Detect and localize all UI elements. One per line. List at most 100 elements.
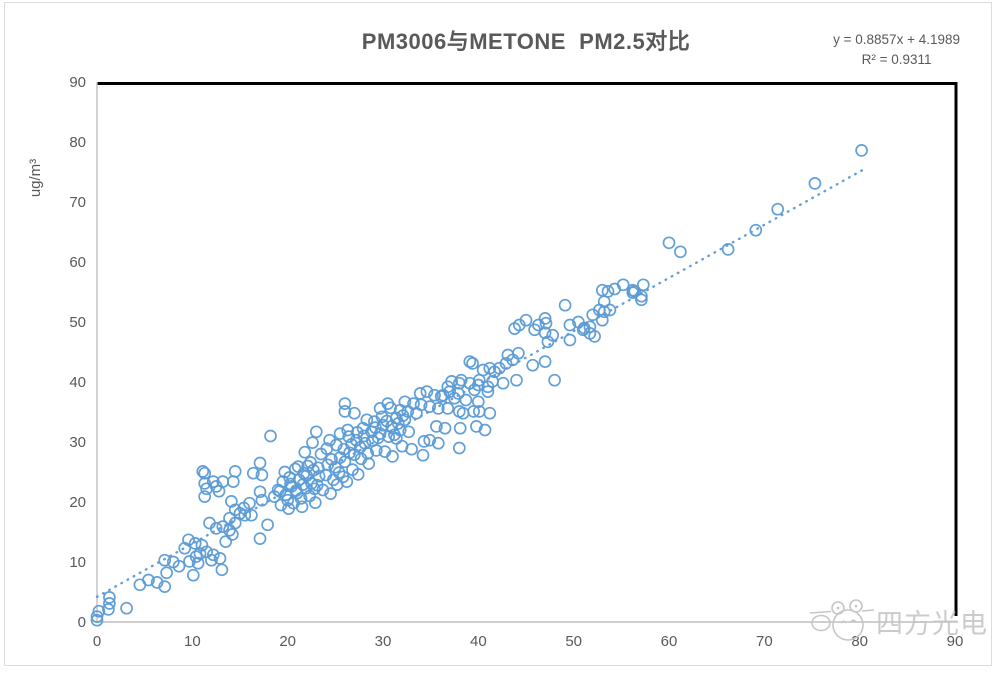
data-point — [563, 318, 577, 332]
data-point — [526, 358, 540, 372]
data-point — [558, 298, 572, 312]
data-point — [441, 402, 455, 415]
data-point — [255, 468, 269, 482]
data-point — [438, 421, 452, 435]
data-point — [253, 485, 267, 499]
x-tick-label: 50 — [565, 633, 582, 650]
data-point — [90, 610, 104, 623]
data-point — [278, 465, 292, 479]
data-point — [481, 385, 495, 398]
data-point — [120, 601, 133, 615]
data-point — [548, 373, 561, 387]
data-point — [499, 357, 513, 370]
data-point — [198, 490, 212, 503]
data-point — [398, 413, 412, 427]
data-point — [373, 427, 387, 440]
data-point — [539, 316, 553, 330]
data-point — [453, 421, 467, 435]
x-tick-label: 10 — [184, 633, 201, 650]
y-tick-label: 70 — [69, 194, 86, 211]
data-point — [291, 460, 305, 473]
data-point — [454, 373, 468, 387]
data-point — [428, 388, 441, 402]
data-point — [348, 406, 361, 420]
x-tick-label: 0 — [93, 633, 101, 650]
data-point — [393, 423, 407, 437]
data-point — [300, 469, 314, 482]
data-point — [855, 144, 868, 157]
data-point — [219, 535, 233, 548]
data-point — [186, 568, 200, 582]
data-point — [324, 487, 337, 500]
data-point — [182, 533, 195, 547]
y-tick-label: 20 — [69, 494, 86, 511]
data-point — [597, 305, 611, 319]
x-tick-label: 90 — [947, 633, 964, 650]
y-tick-label: 50 — [69, 314, 86, 331]
data-point — [445, 375, 458, 388]
data-point — [362, 457, 376, 470]
data-point — [243, 496, 256, 510]
y-tick-label: 10 — [69, 554, 86, 571]
data-point — [466, 357, 479, 370]
trendline — [95, 167, 866, 599]
data-point — [430, 420, 443, 433]
data-point — [295, 500, 309, 514]
data-point — [103, 591, 116, 604]
y-tick-label: 60 — [69, 254, 86, 271]
data-point — [255, 493, 269, 507]
data-point — [90, 613, 104, 627]
data-point — [456, 406, 470, 420]
data-point — [158, 580, 172, 593]
data-point — [431, 402, 445, 415]
data-point — [636, 278, 650, 292]
data-point — [496, 376, 510, 390]
data-point — [662, 236, 676, 250]
data-point — [532, 318, 545, 332]
chart-title: PM3006与METONE PM2.5对比 — [361, 29, 691, 54]
data-point — [226, 475, 240, 488]
data-point — [142, 573, 155, 587]
data-point — [245, 508, 258, 522]
x-tick-label: 30 — [375, 633, 392, 650]
data-point — [512, 346, 525, 360]
data-point — [188, 537, 202, 550]
data-point — [616, 278, 630, 292]
x-tick-label: 80 — [851, 633, 868, 650]
data-point — [478, 423, 492, 437]
data-point — [674, 245, 687, 259]
data-point — [273, 484, 287, 498]
data-point — [338, 397, 352, 410]
r-squared-text: R² = 0.9311 — [861, 52, 932, 67]
data-point — [603, 303, 617, 317]
data-point — [264, 429, 277, 443]
plot-area-border — [97, 82, 958, 616]
data-point — [416, 448, 430, 462]
data-point — [538, 355, 552, 368]
data-point — [376, 418, 390, 432]
x-tick-label: 60 — [661, 633, 678, 650]
data-point — [519, 313, 533, 327]
data-point — [538, 326, 552, 340]
data-point — [160, 566, 173, 580]
data-point — [417, 435, 431, 448]
data-point — [189, 550, 203, 563]
data-point — [215, 563, 229, 577]
data-point — [209, 522, 223, 535]
data-point — [601, 285, 615, 298]
data-point — [459, 393, 473, 407]
data-point — [253, 456, 267, 470]
data-point — [308, 482, 321, 496]
data-point — [332, 466, 346, 479]
data-point — [721, 243, 735, 256]
data-point — [431, 436, 445, 450]
x-tick-label: 70 — [756, 633, 773, 650]
data-point — [92, 604, 106, 618]
data-point — [546, 328, 560, 342]
data-point — [483, 406, 497, 420]
data-point — [338, 405, 352, 418]
y-tick-label: 80 — [69, 134, 86, 151]
data-point — [414, 398, 428, 412]
data-point — [308, 496, 322, 509]
